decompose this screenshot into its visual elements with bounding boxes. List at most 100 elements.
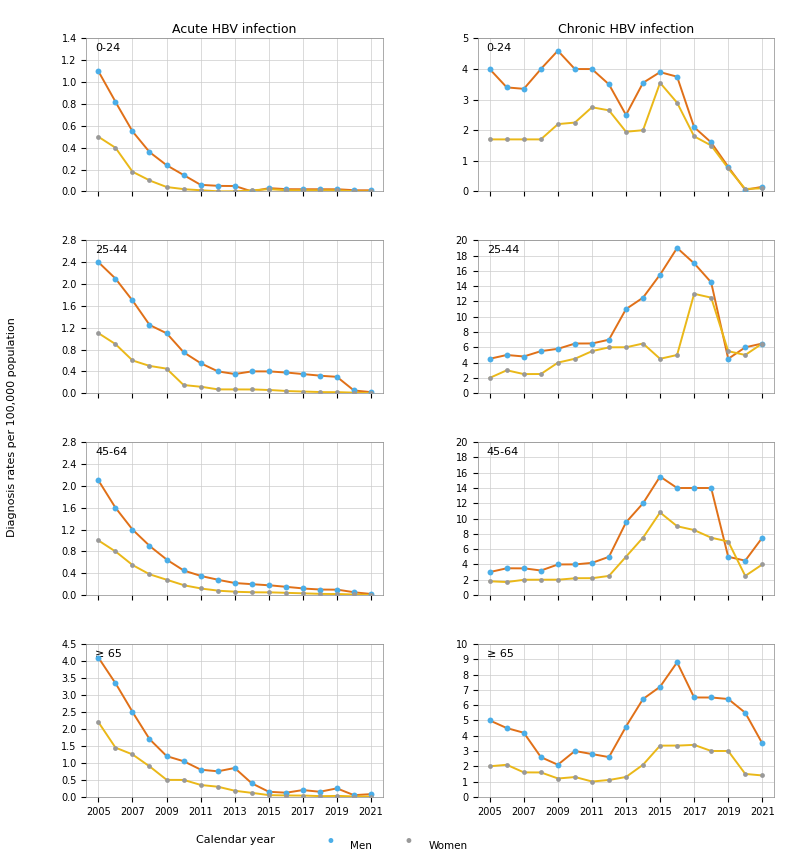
Point <box>501 363 513 377</box>
Point <box>229 179 241 192</box>
Point <box>143 732 156 746</box>
Point <box>194 357 207 370</box>
Point <box>619 303 632 316</box>
Point <box>92 474 105 487</box>
Point <box>552 772 564 786</box>
Point <box>670 481 683 495</box>
Point <box>705 531 718 545</box>
Point <box>127 558 139 572</box>
Point <box>160 749 173 763</box>
Point <box>109 676 122 690</box>
Point <box>127 747 139 761</box>
Point <box>245 184 258 198</box>
Point <box>501 80 513 94</box>
Point <box>365 185 377 198</box>
Point <box>483 371 496 385</box>
Point <box>109 95 122 109</box>
Point <box>263 181 275 195</box>
Point <box>756 181 769 195</box>
Point <box>127 293 139 307</box>
Point <box>280 184 292 198</box>
Point <box>501 722 513 735</box>
Point <box>688 691 700 705</box>
Point <box>229 368 241 381</box>
Point <box>229 784 241 798</box>
Point <box>670 519 683 533</box>
Point <box>568 115 581 129</box>
Point <box>534 765 547 779</box>
Point <box>245 786 258 799</box>
Point <box>92 327 105 340</box>
Point <box>314 789 326 803</box>
Point <box>263 182 275 196</box>
Point <box>178 345 190 359</box>
Point <box>586 775 598 788</box>
Point <box>756 180 769 193</box>
Point <box>143 318 156 332</box>
Point <box>296 385 309 398</box>
Point <box>143 174 156 187</box>
Point <box>619 125 632 139</box>
Point <box>331 184 343 198</box>
Point <box>739 348 751 362</box>
Point <box>603 103 615 117</box>
Point <box>670 96 683 109</box>
Point <box>194 569 207 583</box>
Point <box>722 352 734 366</box>
Point <box>568 352 581 366</box>
Point <box>501 562 513 575</box>
Point <box>501 348 513 362</box>
Text: Calendar year: Calendar year <box>196 834 275 845</box>
Point <box>109 337 122 351</box>
Text: 0-24: 0-24 <box>487 43 512 53</box>
Point <box>296 788 309 802</box>
Text: 45-64: 45-64 <box>487 446 519 457</box>
Text: 45-64: 45-64 <box>95 446 127 457</box>
Point <box>331 583 343 597</box>
Point <box>194 178 207 192</box>
Point <box>670 739 683 752</box>
Text: 0-24: 0-24 <box>95 43 120 53</box>
Point <box>517 765 530 779</box>
Point <box>92 64 105 78</box>
Point <box>552 356 564 369</box>
Point <box>637 337 649 351</box>
Point <box>603 333 615 346</box>
Title: Chronic HBV infection: Chronic HBV infection <box>558 23 694 36</box>
Point <box>483 714 496 728</box>
Point <box>739 340 751 354</box>
Point <box>211 185 224 198</box>
Point <box>586 556 598 569</box>
Point <box>756 531 769 545</box>
Point <box>534 133 547 146</box>
Point <box>739 183 751 197</box>
Point <box>314 583 326 597</box>
Point <box>552 557 564 571</box>
Point <box>347 587 360 601</box>
Point <box>296 587 309 600</box>
Point <box>160 180 173 194</box>
Point <box>194 763 207 776</box>
Point <box>194 778 207 792</box>
Point <box>670 656 683 669</box>
Point <box>637 291 649 304</box>
Point <box>568 770 581 784</box>
Point <box>688 523 700 537</box>
Point <box>280 788 292 802</box>
Point <box>229 585 241 598</box>
Point <box>263 578 275 592</box>
Point <box>296 581 309 595</box>
Point <box>314 182 326 196</box>
Point <box>160 362 173 375</box>
Point <box>211 364 224 378</box>
Point <box>756 337 769 351</box>
Point <box>568 62 581 76</box>
Point <box>280 366 292 380</box>
Point <box>280 586 292 599</box>
Point <box>603 751 615 764</box>
Point <box>365 184 377 198</box>
Point <box>365 588 377 602</box>
Point <box>245 382 258 396</box>
Point <box>143 359 156 373</box>
Point <box>296 783 309 797</box>
